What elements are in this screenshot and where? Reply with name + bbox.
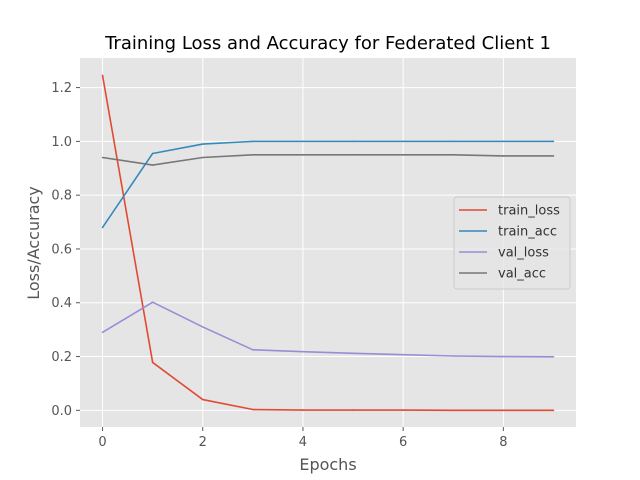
- x-tick-label: 6: [399, 435, 407, 450]
- data-point-val-loss: [452, 355, 455, 357]
- y-tick-label: 1.2: [51, 81, 72, 96]
- data-point-train-loss: [352, 409, 354, 411]
- data-point-train-acc: [252, 140, 254, 143]
- data-point-val-acc: [201, 156, 204, 159]
- data-point-val-acc: [302, 154, 304, 156]
- y-axis-label: Loss/Accuracy: [24, 186, 43, 300]
- x-tick-label: 2: [199, 435, 207, 450]
- data-point-val-loss: [302, 350, 304, 353]
- y-tick-label: 0.6: [51, 242, 72, 257]
- data-point-train-acc: [101, 226, 104, 229]
- legend-label: val_loss: [498, 246, 549, 261]
- series-line-train-loss: [101, 75, 554, 412]
- data-point-val-loss: [201, 326, 204, 328]
- x-tick-label: 8: [499, 435, 507, 450]
- series-line-train-acc: [101, 140, 554, 228]
- y-tick-label: 0.2: [51, 350, 72, 365]
- x-tick-label: 0: [98, 435, 106, 450]
- data-point-val-loss: [402, 353, 404, 356]
- data-point-train-acc: [402, 140, 404, 143]
- series-line-val-acc: [102, 154, 554, 166]
- series-lines: [101, 74, 555, 412]
- data-point-val-acc: [502, 155, 505, 157]
- data-point-train-loss: [452, 409, 455, 412]
- data-point-train-acc: [151, 152, 154, 155]
- series-line-val-loss: [102, 301, 554, 358]
- data-point-val-acc: [151, 164, 154, 166]
- data-point-val-loss: [252, 349, 254, 351]
- data-point-val-loss: [101, 331, 104, 334]
- chart-title: Training Loss and Accuracy for Federated…: [104, 33, 551, 54]
- data-point-val-acc: [252, 154, 254, 156]
- data-point-val-acc: [101, 156, 104, 159]
- data-point-train-acc: [352, 140, 354, 143]
- data-point-val-loss: [352, 352, 354, 355]
- data-point-train-acc: [452, 140, 455, 143]
- data-point-train-loss: [151, 361, 154, 364]
- data-point-train-loss: [252, 408, 254, 411]
- data-point-val-acc: [552, 155, 555, 157]
- y-tick-label: 0.0: [51, 404, 72, 419]
- legend-box: [453, 196, 571, 290]
- y-tick-label: 0.4: [51, 296, 72, 311]
- legend: train_loss train_acc val_loss val_acc: [453, 196, 571, 290]
- data-point-train-loss: [402, 409, 404, 411]
- y-tick-label: 0.8: [51, 189, 72, 204]
- data-point-train-acc: [502, 140, 505, 143]
- data-point-train-loss: [201, 398, 204, 401]
- data-point-val-acc: [402, 154, 404, 156]
- legend-label: train_loss: [498, 204, 560, 219]
- y-tick-label: 1.0: [51, 135, 72, 150]
- data-point-train-acc: [201, 143, 204, 145]
- data-point-train-loss: [502, 409, 505, 412]
- legend-label: val_acc: [498, 267, 546, 282]
- x-tick-label: 4: [299, 435, 307, 450]
- data-point-val-loss: [552, 356, 555, 358]
- data-point-val-acc: [352, 154, 354, 156]
- x-axis-label: Epochs: [299, 455, 356, 474]
- data-point-train-loss: [101, 74, 104, 77]
- legend-label: train_acc: [498, 225, 557, 240]
- data-point-train-acc: [552, 140, 555, 143]
- axis-ticks: 0 2 4 6 8 0.0 0.2 0.4 0.6 0.8 1.0 1.2: [51, 81, 507, 450]
- data-point-val-loss: [502, 355, 505, 358]
- data-point-train-loss: [302, 409, 304, 411]
- data-point-train-acc: [302, 140, 304, 143]
- data-point-val-loss: [151, 301, 154, 304]
- data-point-val-acc: [452, 154, 455, 156]
- data-point-train-loss: [552, 409, 555, 412]
